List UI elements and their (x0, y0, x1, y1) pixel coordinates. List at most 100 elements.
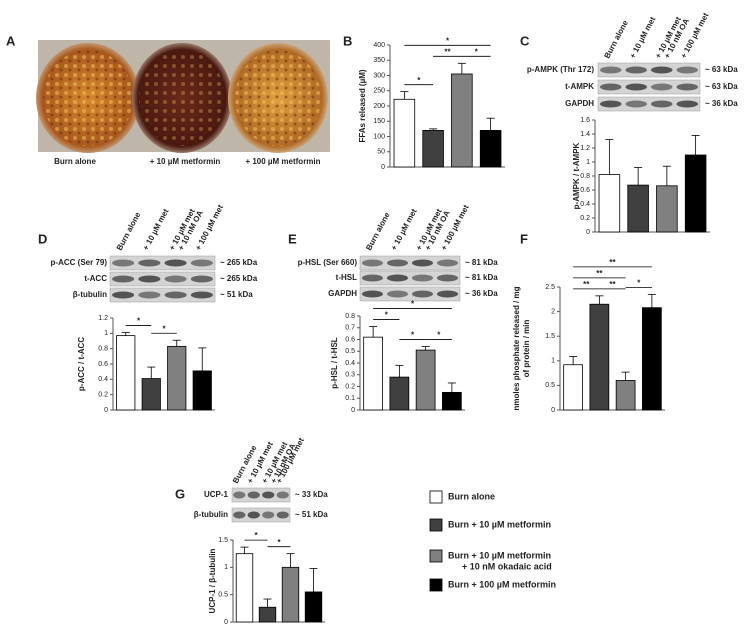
bar (684, 154, 707, 233)
y-tick-label: 0.8 (98, 346, 108, 353)
blot-band (651, 83, 673, 91)
blot-band (362, 259, 383, 267)
significance-label: ** (583, 280, 590, 289)
bar (167, 345, 187, 411)
blot-band (276, 491, 289, 499)
blot-band (676, 100, 698, 108)
blot-band (276, 511, 289, 519)
y-tick-label: 1.2 (98, 315, 108, 322)
blot-size-label: ~ 265 kDa (220, 274, 258, 283)
panel-letter: F (520, 231, 528, 246)
y-axis-label: p-ACC / t-ACC (77, 337, 86, 391)
significance-label: * (277, 538, 281, 547)
blot-size-label: ~ 265 kDa (220, 258, 258, 267)
significance-label: * (162, 324, 166, 333)
y-tick-label: 150 (373, 118, 385, 125)
y-tick-label: 1.5 (545, 333, 555, 340)
bar (141, 378, 161, 411)
error-bar (691, 134, 700, 155)
legend-swatch (429, 490, 443, 504)
blot-size-label: ~ 81 kDa (465, 273, 498, 282)
y-tick-label: 350 (373, 57, 385, 64)
legend-label: Burn + 10 µM metformin (448, 519, 551, 529)
y-tick-label: 0.8 (345, 313, 355, 320)
significance-label: * (411, 300, 415, 309)
blot-band (247, 491, 260, 499)
bar (598, 174, 621, 233)
error-bar (457, 62, 466, 74)
y-tick-label: 0 (104, 407, 108, 414)
panel-letter: E (288, 231, 297, 246)
blot-band (138, 275, 161, 283)
error-bar (147, 366, 156, 379)
blot-band (625, 66, 647, 74)
y-tick-label: 0.5 (545, 382, 555, 389)
y-tick-label: 250 (373, 88, 385, 95)
blot-band (138, 259, 161, 267)
blot-band (387, 259, 408, 267)
blot-band (164, 275, 187, 283)
legend-label: + 10 nM okadaic acid (462, 561, 552, 571)
photo-label: + 100 µM metformin (245, 157, 320, 166)
y-tick-label: 1.4 (580, 131, 590, 138)
blot-band (600, 66, 622, 74)
error-bar (263, 598, 272, 608)
error-bar (647, 293, 656, 308)
y-tick-label: 0.4 (98, 376, 108, 383)
blot-band (437, 290, 458, 298)
blot-strip (109, 271, 216, 287)
blot-size-label: ~ 33 kDa (295, 490, 328, 499)
blot-band (412, 274, 433, 282)
y-axis-label: FFAs released (µM) (358, 69, 367, 142)
blot-row-label: β-tubulin (194, 510, 228, 519)
bar (389, 376, 410, 411)
y-axis-label: p-HSL / t-HSL (330, 337, 339, 389)
y-axis-label: of protein / min (522, 320, 531, 378)
significance-label: * (446, 36, 450, 45)
bar (615, 380, 636, 411)
blot-row-label: t-HSL (336, 273, 357, 282)
bar (422, 129, 444, 168)
blot-strip (359, 286, 461, 302)
y-tick-label: 0.1 (345, 395, 355, 402)
error-bar (421, 346, 430, 351)
blot-band (247, 511, 260, 519)
error-bar (240, 546, 249, 554)
legend-label: Burn + 100 µM metformin (448, 579, 556, 589)
error-bar (309, 568, 318, 592)
y-axis-label: p-AMPK / t-AMPK (572, 142, 581, 209)
significance-label: ** (609, 258, 616, 267)
y-tick-label: 2.5 (545, 284, 555, 291)
blot-strip (597, 62, 701, 78)
error-bar (595, 295, 604, 305)
photo-label: Burn alone (54, 157, 96, 166)
panel-letter: C (520, 33, 530, 48)
y-tick-label: 0.4 (345, 360, 355, 367)
bar (235, 553, 254, 623)
bar (363, 336, 383, 411)
photo-label: + 10 µM metformin (150, 157, 221, 166)
legend-swatch (429, 549, 443, 563)
error-bar (447, 382, 456, 393)
panel-letter: G (175, 486, 185, 501)
panel-letter: D (38, 231, 47, 246)
blot-row-label: β-tubulin (73, 290, 107, 299)
y-tick-label: 0.5 (345, 348, 355, 355)
bar (116, 335, 136, 411)
significance-label: * (637, 278, 641, 287)
bar (479, 129, 502, 168)
bar (563, 364, 583, 411)
y-tick-label: 400 (373, 42, 385, 49)
y-tick-label: 0 (551, 407, 555, 414)
y-tick-label: 0 (586, 229, 590, 236)
error-bar (198, 347, 207, 371)
legend-swatch (429, 518, 443, 532)
y-tick-label: 1 (224, 564, 228, 571)
blot-size-label: ~ 36 kDa (705, 99, 738, 108)
error-bar (395, 364, 404, 378)
error-bar (400, 91, 409, 100)
significance-label: * (437, 331, 441, 340)
error-bar (121, 332, 130, 336)
y-tick-label: 0.4 (580, 201, 590, 208)
y-tick-label: 0.2 (345, 383, 355, 390)
